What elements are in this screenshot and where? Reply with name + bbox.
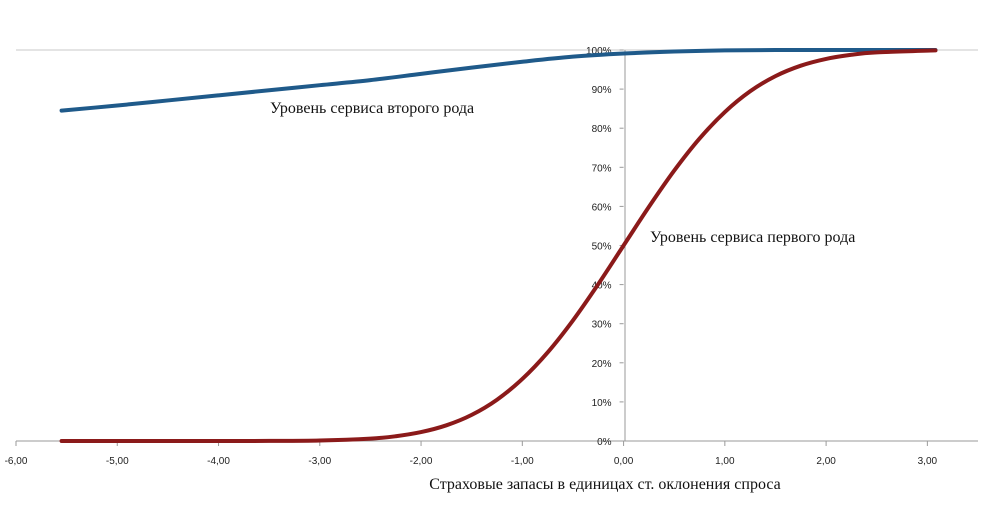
series-layer — [59, 47, 938, 444]
series-line-first — [59, 48, 938, 444]
y-tick-label: 90% — [592, 85, 612, 96]
y-tick-label: 50% — [592, 242, 612, 253]
y-tick-label: 100% — [586, 46, 612, 57]
y-tick-label: 20% — [592, 359, 612, 370]
series-label-first: Уровень сервиса первого рода — [650, 229, 855, 246]
y-tick-label: 70% — [592, 163, 612, 174]
x-tick-label: -6,00 — [5, 456, 28, 467]
x-tick-label: -2,00 — [410, 456, 433, 467]
y-axis-ticks: 0% 10% 20% 30% 40% 50% 60% 70% 80% 90% 100% — [586, 46, 624, 448]
y-tick-label: 30% — [592, 320, 612, 331]
x-tick-label: 1,00 — [715, 456, 735, 467]
x-tick-label: 2,00 — [816, 456, 836, 467]
x-tick-label: 0,00 — [614, 456, 634, 467]
series-label-second: Уровень сервиса второго рода — [270, 100, 474, 117]
series-line-second — [59, 47, 938, 113]
y-tick-label: 40% — [592, 281, 612, 292]
x-tick-label: -1,00 — [511, 456, 534, 467]
y-tick-label: 10% — [592, 398, 612, 409]
y-tick-label: 60% — [592, 202, 612, 213]
x-tick-label: -5,00 — [106, 456, 129, 467]
y-tick-label: 80% — [592, 124, 612, 135]
x-tick-label: 3,00 — [918, 456, 938, 467]
x-tick-label: -3,00 — [308, 456, 331, 467]
x-axis-label: Страховые запасы в единицах ст. оклонени… — [429, 476, 780, 493]
x-axis-ticks: -6,00 -5,00 -4,00 -3,00 -2,00 -1,00 0,00 1,00 2,… — [5, 441, 938, 467]
x-tick-label: -4,00 — [207, 456, 230, 467]
y-tick-label: 0% — [597, 437, 612, 448]
